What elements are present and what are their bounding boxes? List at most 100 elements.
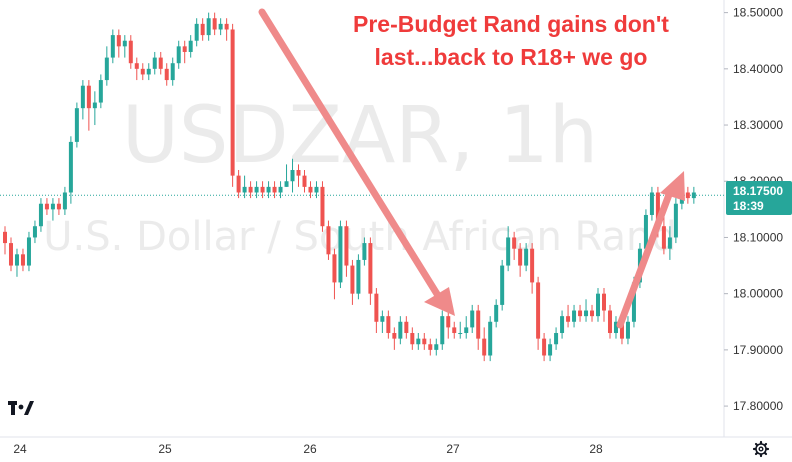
candle xyxy=(26,231,31,272)
candle-body xyxy=(512,237,517,249)
candle xyxy=(74,102,79,148)
candle xyxy=(104,46,109,86)
candle-body xyxy=(458,333,463,335)
candle-body xyxy=(44,203,49,210)
candle xyxy=(20,248,25,272)
candle xyxy=(266,181,271,199)
candle xyxy=(38,198,43,232)
candle-body xyxy=(254,186,259,193)
candle xyxy=(452,321,457,339)
candle-body xyxy=(398,321,403,339)
candle xyxy=(206,12,211,41)
candle-body xyxy=(122,40,127,47)
candle xyxy=(422,333,427,350)
candle xyxy=(685,186,690,204)
candle xyxy=(158,51,163,75)
gear-icon[interactable] xyxy=(752,440,770,458)
candle-body xyxy=(392,333,397,339)
candle xyxy=(218,18,223,36)
y-tick-label: 18.30000 xyxy=(733,118,783,132)
candle-body xyxy=(673,203,678,238)
candle xyxy=(613,316,618,339)
candle-body xyxy=(332,254,337,283)
y-tick-label: 18.10000 xyxy=(733,230,783,244)
candle-body xyxy=(691,192,696,199)
candle xyxy=(416,333,421,350)
candle-body xyxy=(218,23,223,30)
candle-body xyxy=(506,237,511,266)
candle-body xyxy=(619,321,624,339)
candle xyxy=(470,304,475,334)
candle-body xyxy=(206,18,211,36)
candle-body xyxy=(655,192,660,227)
candle xyxy=(649,186,654,221)
candle xyxy=(68,136,73,204)
candle xyxy=(260,181,265,199)
up-arrow-head xyxy=(660,171,685,201)
candle-body xyxy=(524,248,529,266)
candle-body xyxy=(554,333,559,345)
candle xyxy=(380,310,385,334)
candle xyxy=(50,198,55,221)
candle xyxy=(458,321,463,339)
candle-body xyxy=(224,23,229,30)
candle xyxy=(98,74,103,109)
candle xyxy=(86,80,91,131)
candle-body xyxy=(260,186,265,193)
candle xyxy=(44,198,49,215)
candle xyxy=(500,259,505,311)
y-tick-label: 18.50000 xyxy=(733,6,783,20)
candle-body xyxy=(86,85,91,109)
candle-body xyxy=(494,304,499,322)
last-price-badge-bg xyxy=(726,181,792,215)
candle xyxy=(344,220,349,277)
down-arrow-head xyxy=(424,287,455,316)
candle-body xyxy=(134,63,139,69)
last-price-value: 18.17500 xyxy=(733,184,783,198)
candle xyxy=(212,12,217,36)
candle-body xyxy=(482,338,487,356)
candle-body xyxy=(320,186,325,227)
candle xyxy=(362,237,367,266)
candle-body xyxy=(578,310,583,317)
watermark-description: U.S. Dollar / South African Rand xyxy=(43,214,676,260)
candle xyxy=(254,181,259,199)
candles-group xyxy=(3,12,696,362)
candle xyxy=(314,181,319,199)
candle-body xyxy=(140,68,145,75)
candle-body xyxy=(404,321,409,334)
candle xyxy=(584,299,589,322)
candle xyxy=(607,304,612,339)
candle-body xyxy=(470,310,475,328)
candle xyxy=(446,310,451,339)
candle xyxy=(476,304,481,350)
candle xyxy=(302,170,307,193)
candle-body xyxy=(200,23,205,36)
candle-body xyxy=(266,186,271,193)
candle xyxy=(152,51,157,75)
candle xyxy=(560,310,565,339)
candle xyxy=(548,338,553,362)
candle-body xyxy=(62,192,67,210)
candle-body xyxy=(613,321,618,334)
candle xyxy=(194,18,199,47)
candle-body xyxy=(92,102,97,109)
candle-body xyxy=(272,186,277,193)
candle xyxy=(170,57,175,86)
candle-body xyxy=(422,338,427,345)
candle xyxy=(554,327,559,350)
candle-body xyxy=(344,226,349,266)
candle xyxy=(482,327,487,362)
candle-body xyxy=(386,316,391,334)
x-axis-ticks: 24 25 26 27 28 xyxy=(13,442,603,456)
candle xyxy=(667,226,672,260)
candle-body xyxy=(182,46,187,52)
candle-body xyxy=(590,310,595,317)
candle-body xyxy=(296,170,301,176)
tradingview-logo-icon[interactable] xyxy=(8,401,34,415)
candle xyxy=(56,198,61,215)
candle xyxy=(290,158,295,193)
candle-body xyxy=(8,243,13,266)
